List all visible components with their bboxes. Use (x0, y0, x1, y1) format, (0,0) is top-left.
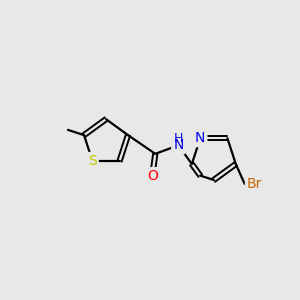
Text: O: O (147, 169, 158, 183)
Text: Br: Br (247, 177, 262, 191)
Text: N: N (195, 131, 206, 145)
Text: S: S (88, 154, 97, 168)
Text: N: N (173, 138, 184, 152)
Text: H: H (174, 132, 183, 145)
